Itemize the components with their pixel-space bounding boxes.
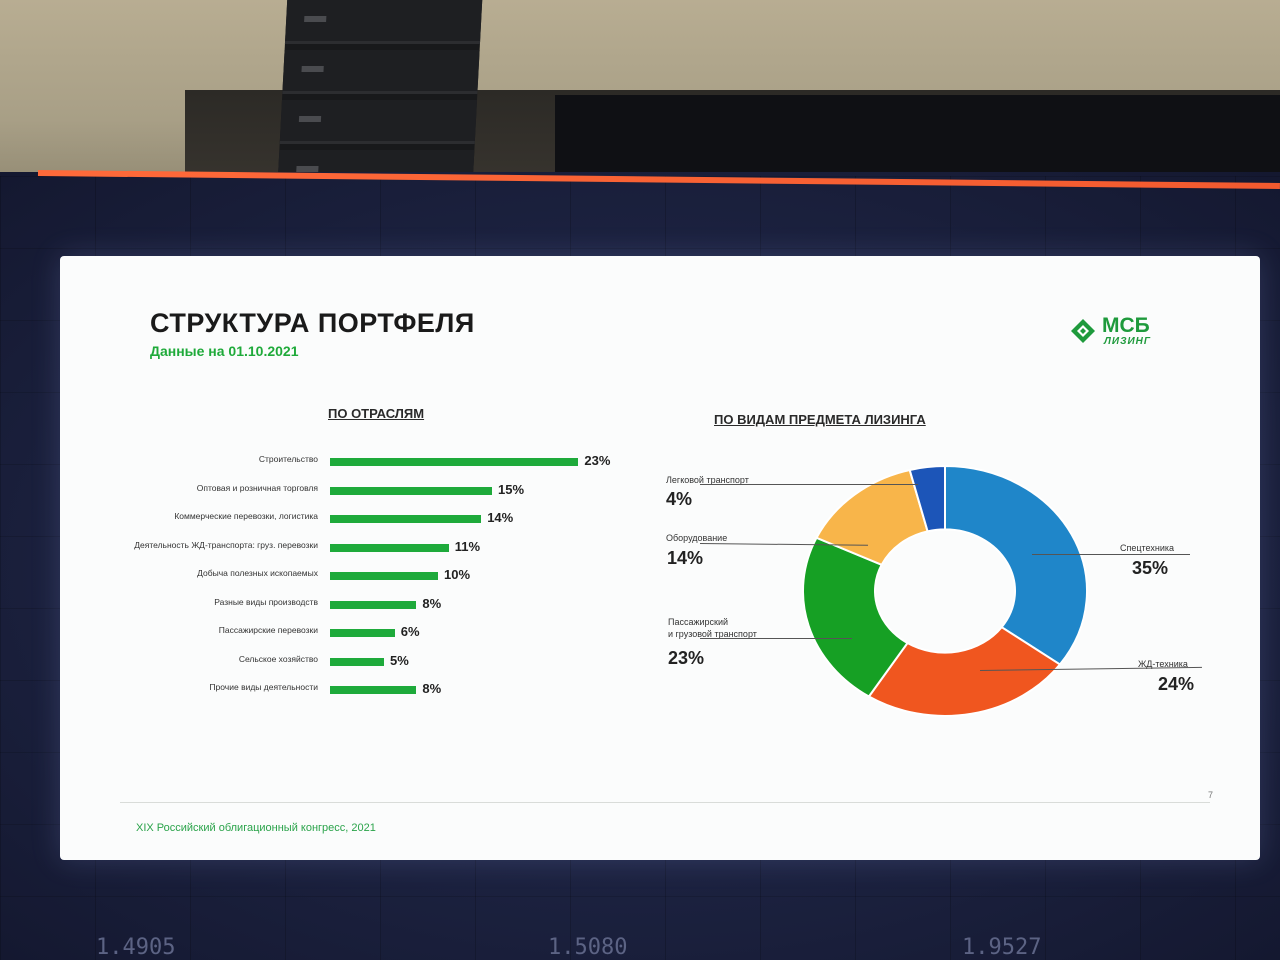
led-text-3: 1.9527	[962, 935, 1042, 960]
bar-label: Коммерческие перевозки, логистика	[174, 511, 318, 521]
bar	[330, 572, 438, 580]
donut-pct-special: 35%	[1132, 558, 1169, 578]
leader-cars	[700, 484, 918, 485]
led-text-2: 1.5080	[548, 935, 628, 960]
bar-label: Сельское хозяйство	[238, 653, 318, 664]
bar	[330, 657, 384, 666]
donut-slice	[802, 536, 909, 698]
leasing-type-donut-chart	[802, 465, 1088, 717]
bar-label: Добыча полезных ископаемых	[197, 568, 318, 578]
slide-subtitle: Данные на 01.10.2021	[150, 343, 299, 359]
line-array-speaker	[276, 0, 483, 200]
bar	[330, 515, 482, 523]
bar-value-label: 11%	[454, 538, 481, 554]
donut-slice	[867, 625, 1062, 717]
footer-text: XIX Российский облигационный конгресс, 2…	[136, 822, 376, 834]
donut-pct-transport: 23%	[668, 648, 705, 668]
leader-special	[1032, 554, 1190, 555]
logo-mark-icon	[1071, 319, 1095, 343]
bar-label: Прочие виды деятельности	[209, 682, 318, 692]
logo-text-leasing: ЛИЗИНГ	[1104, 336, 1152, 347]
bar-value-label: 15%	[498, 481, 525, 497]
bar-value-label: 14%	[487, 510, 514, 525]
bar-label: Разные виды производств	[214, 596, 318, 607]
bar-label: Строительство	[258, 454, 318, 464]
bar	[330, 600, 417, 609]
led-text-1: 1.4905	[96, 935, 176, 960]
footer-divider	[120, 802, 1210, 803]
bar-value-label: 10%	[444, 567, 471, 582]
presentation-slide: СТРУКТУРА ПОРТФЕЛЯ Данные на 01.10.2021 …	[60, 256, 1260, 860]
bar-label: Деятельность ЖД-транспорта: груз. перево…	[134, 539, 318, 550]
donut-pct-rail: 24%	[1158, 674, 1195, 694]
donut-pct-cars: 4%	[666, 489, 693, 509]
msb-leasing-logo: МСБ ЛИЗИНГ	[1070, 312, 1180, 352]
donut-label-special: Спецтехника	[1120, 543, 1174, 553]
bar	[330, 543, 449, 552]
bar-value-label: 23%	[584, 453, 611, 468]
donut-slice	[908, 465, 946, 533]
logo-text-msb: МСБ	[1102, 314, 1150, 337]
donut-pct-equipment: 14%	[667, 548, 704, 568]
bar	[330, 458, 579, 466]
bar	[330, 486, 492, 495]
page-number: 7	[1208, 790, 1214, 800]
donut-label-transport-1: Пассажирский	[668, 617, 729, 627]
donut-chart-title: ПО ВИДАМ ПРЕДМЕТА ЛИЗИНГА	[714, 412, 926, 427]
bar-value-label: 8%	[422, 595, 442, 611]
bar-value-label: 8%	[422, 681, 442, 696]
donut-label-equipment: Оборудование	[666, 533, 728, 543]
bar	[330, 686, 417, 694]
bar-chart-title: ПО ОТРАСЛЯМ	[328, 406, 425, 421]
donut-slice	[944, 465, 1088, 666]
slide-title: СТРУКТУРА ПОРТФЕЛЯ	[150, 308, 475, 338]
bar-label: Оптовая и розничная торговля	[196, 482, 318, 493]
bar-value-label: 5%	[390, 652, 409, 668]
leader-transport	[700, 638, 852, 639]
bar-label: Пассажирские перевозки	[218, 625, 318, 635]
bar-value-label: 6%	[400, 624, 420, 639]
bar	[330, 629, 395, 637]
